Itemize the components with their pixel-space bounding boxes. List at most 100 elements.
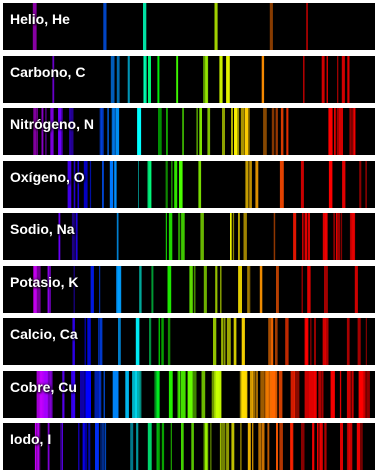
- spectrum-strip: Calcio, Ca: [3, 318, 375, 365]
- spectral-line: [276, 423, 278, 470]
- spectral-line: [159, 318, 160, 365]
- spectral-line: [264, 371, 268, 418]
- spectral-line: [303, 56, 304, 103]
- spectral-line: [349, 108, 351, 155]
- spectral-line: [100, 423, 101, 470]
- spectral-line: [268, 318, 271, 365]
- spectral-line: [157, 56, 159, 103]
- spectral-line: [275, 318, 278, 365]
- spectral-line: [117, 56, 120, 103]
- spectral-line: [245, 161, 248, 208]
- spectral-line: [349, 423, 352, 470]
- spectral-line: [258, 423, 261, 470]
- spectral-line: [312, 423, 314, 470]
- spectrum-strip: Iodo, I: [3, 423, 375, 470]
- spectral-line: [244, 213, 247, 260]
- spectral-line: [308, 213, 310, 260]
- spectral-line: [162, 423, 164, 470]
- spectrum-lines: [3, 423, 375, 470]
- spectral-line: [181, 423, 184, 470]
- spectral-line: [143, 56, 145, 103]
- spectral-line: [158, 108, 162, 155]
- spectral-line: [245, 108, 249, 155]
- spectral-line: [110, 161, 113, 208]
- spectral-line: [197, 108, 198, 155]
- spectral-line: [98, 318, 99, 365]
- spectral-line: [199, 108, 202, 155]
- spectral-line: [91, 266, 94, 313]
- spectral-line: [148, 423, 152, 470]
- spectral-line: [227, 318, 231, 365]
- spectral-line: [90, 161, 91, 208]
- spectral-line: [203, 56, 205, 103]
- spectral-line: [262, 423, 265, 470]
- spectral-line: [149, 318, 151, 365]
- element-label: Sodio, Na: [10, 221, 75, 237]
- spectral-line: [337, 213, 341, 260]
- spectral-line: [202, 371, 206, 418]
- spectral-line: [219, 56, 222, 103]
- spectral-line: [285, 318, 288, 365]
- spectral-line: [85, 423, 88, 470]
- spectral-line: [286, 108, 288, 155]
- element-label: Potasio, K: [10, 274, 78, 290]
- spectral-line: [318, 371, 321, 418]
- spectral-line: [136, 318, 140, 365]
- spectral-line: [105, 423, 106, 470]
- spectral-line: [85, 318, 86, 365]
- spectral-line: [118, 266, 122, 313]
- spectral-line: [62, 423, 63, 470]
- spectral-line: [310, 318, 311, 365]
- element-label: Oxígeno, O: [10, 169, 85, 185]
- spectral-line: [248, 266, 250, 313]
- element-label: Nitrógeno, N: [10, 116, 94, 132]
- spectral-line: [189, 266, 192, 313]
- spectral-line: [340, 371, 341, 418]
- spectral-line: [204, 266, 207, 313]
- spectral-line: [88, 423, 90, 470]
- spectral-line: [327, 213, 328, 260]
- spectral-line: [322, 371, 324, 418]
- spectral-line: [293, 213, 296, 260]
- spectral-line: [179, 161, 182, 208]
- spectral-line: [100, 318, 103, 365]
- spectral-line: [355, 266, 358, 313]
- spectral-line: [242, 318, 245, 365]
- spectral-line: [307, 266, 310, 313]
- spectral-line: [221, 318, 223, 365]
- spectral-line: [361, 423, 363, 470]
- spectral-line: [306, 3, 308, 50]
- spectral-line: [323, 213, 326, 260]
- spectral-line: [240, 371, 245, 418]
- spectral-line: [350, 213, 354, 260]
- spectrum-strip: Potasio, K: [3, 266, 375, 313]
- spectral-line: [260, 266, 263, 313]
- spectral-line: [340, 423, 343, 470]
- spectral-line: [291, 423, 294, 470]
- spectral-line: [291, 371, 295, 418]
- spectral-line: [366, 318, 367, 365]
- spectral-line: [280, 161, 284, 208]
- spectral-line: [226, 423, 229, 470]
- spectrum-strip: Sodio, Na: [3, 213, 375, 260]
- spectrum-strip: Nitrógeno, N: [3, 108, 375, 155]
- spectral-line: [342, 56, 345, 103]
- spectral-line: [181, 371, 186, 418]
- spectral-line: [117, 213, 119, 260]
- spectral-line: [174, 161, 177, 208]
- spectral-line: [130, 423, 133, 470]
- spectral-line: [154, 371, 159, 418]
- spectral-line: [260, 371, 264, 418]
- spectral-line: [161, 318, 164, 365]
- spectral-line: [188, 371, 193, 418]
- spectral-line: [220, 423, 222, 470]
- spectral-line: [206, 56, 209, 103]
- spectral-line: [116, 108, 119, 155]
- spectral-line: [262, 56, 264, 103]
- spectral-line: [248, 423, 251, 470]
- spectral-line: [347, 318, 350, 365]
- spectral-line: [168, 318, 170, 365]
- spectral-line: [231, 108, 232, 155]
- spectral-line: [139, 371, 141, 418]
- spectral-line: [139, 266, 141, 313]
